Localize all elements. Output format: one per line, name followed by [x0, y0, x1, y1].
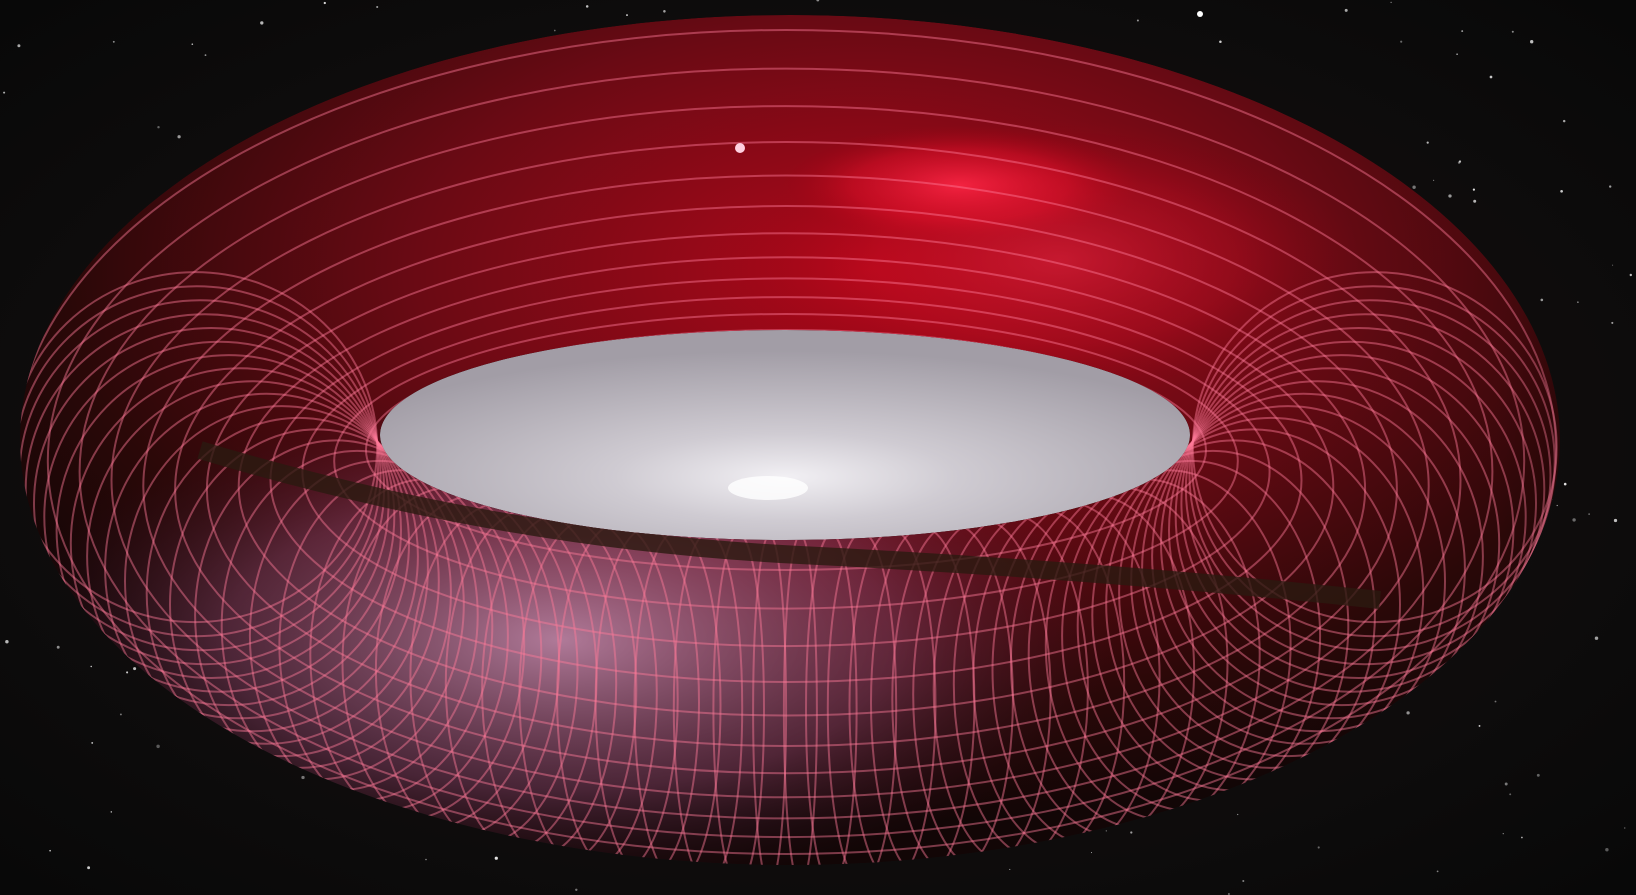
- star: [1536, 773, 1540, 777]
- star: [1577, 301, 1579, 303]
- star: [1458, 160, 1462, 163]
- star: [585, 5, 589, 8]
- star: [1105, 830, 1107, 832]
- star: [1456, 53, 1458, 56]
- star: [156, 744, 160, 749]
- star: [1624, 827, 1626, 829]
- star: [56, 645, 60, 649]
- star: [816, 0, 820, 2]
- star: [119, 713, 122, 716]
- star: [260, 21, 264, 25]
- star: [177, 135, 181, 139]
- meridian: [20, 271, 379, 624]
- star: [1509, 793, 1512, 796]
- star: [1489, 75, 1493, 79]
- right-shadow: [1230, 15, 1560, 865]
- star: [425, 858, 427, 861]
- star: [1136, 19, 1139, 22]
- star: [1219, 40, 1222, 43]
- star: [157, 125, 160, 129]
- star: [1009, 868, 1011, 870]
- red-haze: [760, 120, 1360, 400]
- star: [1560, 189, 1563, 193]
- star: [1473, 199, 1477, 203]
- star: [301, 775, 305, 780]
- star: [1605, 847, 1609, 852]
- star: [17, 44, 21, 48]
- bright-star: [1197, 11, 1203, 17]
- star: [1390, 1, 1392, 4]
- star: [626, 14, 628, 17]
- star: [1511, 30, 1514, 33]
- meridian: [20, 299, 382, 652]
- star: [323, 1, 326, 5]
- star: [1472, 188, 1475, 191]
- star: [110, 811, 113, 813]
- star: [1130, 831, 1133, 834]
- star: [1448, 194, 1452, 198]
- star: [1502, 833, 1504, 835]
- meridian: [55, 354, 402, 707]
- star: [1609, 185, 1612, 188]
- star: [133, 667, 137, 671]
- meridian: [86, 380, 419, 733]
- star: [494, 856, 498, 860]
- meridian: [43, 340, 396, 693]
- star: [1461, 30, 1464, 33]
- bright-star: [735, 143, 745, 153]
- star: [191, 43, 194, 45]
- star: [1426, 141, 1429, 144]
- galaxy-core: [728, 476, 808, 500]
- star: [1556, 504, 1558, 507]
- star: [376, 5, 379, 9]
- star: [204, 54, 207, 56]
- star: [3, 91, 6, 94]
- star: [1613, 518, 1618, 523]
- star: [1227, 892, 1230, 895]
- star: [1562, 119, 1566, 123]
- meridian: [69, 367, 410, 720]
- star: [112, 40, 115, 43]
- star: [1406, 711, 1410, 715]
- star: [1432, 179, 1435, 182]
- star: [1237, 813, 1239, 816]
- star: [1611, 321, 1614, 324]
- star: [1588, 513, 1590, 515]
- star: [1563, 482, 1567, 486]
- star: [1572, 518, 1576, 522]
- star: [49, 849, 51, 852]
- star: [1091, 852, 1092, 854]
- star: [575, 888, 578, 891]
- star: [1521, 836, 1523, 839]
- star: [1317, 846, 1320, 849]
- star: [1494, 700, 1497, 703]
- meridian: [104, 392, 429, 745]
- star: [91, 741, 94, 744]
- star: [1412, 185, 1416, 189]
- meridian: [124, 405, 440, 758]
- star: [1242, 879, 1245, 883]
- dust-lane: [197, 441, 1381, 609]
- star: [1629, 273, 1632, 277]
- star: [1400, 40, 1403, 43]
- star: [663, 10, 666, 13]
- star: [1344, 8, 1348, 12]
- galaxy-disk: [380, 330, 1190, 540]
- star: [1594, 636, 1599, 640]
- star: [1478, 724, 1481, 727]
- star: [87, 866, 91, 870]
- star: [1530, 40, 1534, 44]
- star: [1504, 782, 1508, 786]
- star: [1540, 298, 1544, 302]
- star: [1436, 870, 1439, 873]
- star: [1612, 264, 1614, 266]
- parallel: [365, 329, 1207, 571]
- star: [90, 665, 92, 668]
- meridian: [20, 285, 380, 638]
- star: [5, 639, 9, 644]
- star: [126, 671, 129, 674]
- star: [553, 29, 556, 32]
